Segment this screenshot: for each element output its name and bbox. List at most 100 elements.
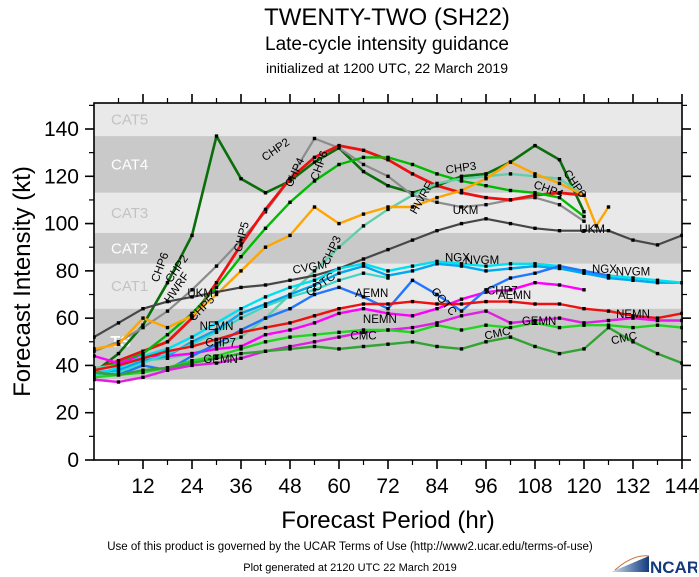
marker-UKM (606, 229, 611, 233)
marker-CHP4 (141, 349, 145, 353)
marker-CHP4 (410, 172, 415, 176)
marker-CVGM (263, 304, 268, 308)
marker-COTC (435, 292, 439, 297)
marker-CHP3 (533, 174, 537, 178)
marker-NVGM (165, 347, 170, 351)
band-label-CAT3: CAT3 (111, 205, 148, 222)
series-label-NGX: NGX (592, 264, 617, 276)
marker-AEMN (459, 302, 464, 306)
marker-UKM (361, 257, 366, 261)
marker-HWRF (263, 245, 268, 249)
marker-CHP4 (386, 158, 390, 162)
marker-AEMN (312, 314, 317, 318)
ncar-swoosh (611, 556, 649, 572)
marker-NEMN (361, 330, 366, 334)
marker-COTC (141, 363, 145, 368)
marker-CVGM (239, 316, 243, 320)
series-label-CVGM: CVGM (292, 259, 328, 277)
marker-CHP7 (557, 283, 562, 287)
marker-CHP2 (214, 264, 219, 268)
y-tick-label: 100 (44, 213, 79, 236)
series-label-CMC: CMC (610, 330, 638, 347)
marker-NVGM (361, 262, 366, 266)
marker-CHP5 (190, 311, 194, 316)
series-label-CHP7: CHP7 (487, 286, 518, 298)
x-tick-label: 96 (474, 475, 497, 498)
marker-CHP4 (288, 177, 292, 181)
marker-NGX (214, 328, 219, 332)
marker-CHP6 (410, 191, 415, 195)
marker-AEMN (263, 325, 268, 330)
marker-HWRF (410, 205, 415, 209)
marker-CHP5 (263, 226, 268, 230)
marker-CHP5 (484, 184, 488, 188)
marker-NGX (631, 278, 635, 282)
marker-CHP4 (361, 148, 366, 152)
marker-AEMN (214, 337, 219, 342)
marker-HWRF (312, 205, 317, 209)
marker-NVGM (337, 266, 341, 271)
marker-CHP6 (116, 351, 121, 356)
marker-UKM (557, 229, 562, 233)
marker-NEMN (116, 380, 121, 384)
marker-GEMN (508, 325, 513, 330)
marker-CMC (655, 351, 660, 356)
marker-NEMN (655, 318, 660, 323)
marker-CHP5 (386, 155, 390, 160)
marker-NGX (141, 359, 145, 363)
marker-HWRF (606, 205, 611, 209)
marker-AEMN (557, 302, 562, 306)
marker-CHP7 (435, 307, 439, 311)
marker-HWRF (582, 193, 586, 197)
series-label-GEMN: GEMN (203, 354, 238, 366)
marker-GEMN (410, 330, 415, 334)
marker-NGX (337, 271, 341, 275)
marker-NEMN (435, 321, 439, 325)
marker-CHP3 (435, 181, 439, 186)
marker-CHP3 (557, 177, 562, 181)
marker-CHP6 (361, 169, 366, 174)
series-label-NVGM: NVGM (465, 255, 500, 267)
marker-CHP6 (582, 210, 586, 214)
marker-CVGM (141, 361, 145, 365)
marker-CHP2 (361, 162, 366, 167)
marker-CHP2 (337, 146, 341, 150)
x-tick-label: 120 (566, 475, 601, 498)
marker-NGX (410, 269, 415, 273)
marker-CMC (435, 344, 439, 349)
y-axis-title: Forecast Intensity (kt) (9, 166, 36, 397)
marker-UKM (582, 229, 586, 233)
marker-GEMN (655, 323, 660, 327)
series-label-UKM: UKM (579, 224, 605, 236)
x-tick-label: 72 (376, 475, 399, 498)
marker-COTC (190, 354, 194, 358)
marker-NVGM (288, 285, 292, 290)
marker-NEMN (312, 340, 317, 344)
marker-COTC (557, 264, 562, 268)
marker-AEMN (533, 302, 537, 306)
marker-CHP2 (116, 340, 121, 344)
marker-CHP5 (141, 351, 145, 356)
marker-NEMN (582, 321, 586, 325)
ncar-logo: NCAR (611, 555, 697, 576)
marker-HWRF (459, 188, 464, 193)
marker-COTC (459, 309, 464, 313)
marker-CVGM (165, 351, 170, 356)
marker-CHP6 (386, 184, 390, 188)
marker-GEMN (288, 335, 292, 339)
y-tick-label: 60 (56, 307, 79, 330)
marker-HWRF (557, 181, 562, 186)
marker-CHP4 (312, 155, 317, 160)
marker-CHP2 (459, 205, 464, 209)
marker-CHP3 (484, 174, 488, 178)
marker-CHP7 (239, 344, 243, 349)
series-label-CMC: CMC (350, 330, 376, 342)
marker-UKM (631, 238, 635, 242)
marker-CHP3 (239, 335, 243, 339)
marker-CHP4 (116, 359, 121, 363)
marker-CHP5 (288, 200, 292, 204)
marker-AEMN (165, 349, 170, 353)
x-tick-label: 84 (425, 475, 449, 498)
marker-CMC (508, 335, 513, 339)
marker-NEMN (533, 318, 537, 323)
